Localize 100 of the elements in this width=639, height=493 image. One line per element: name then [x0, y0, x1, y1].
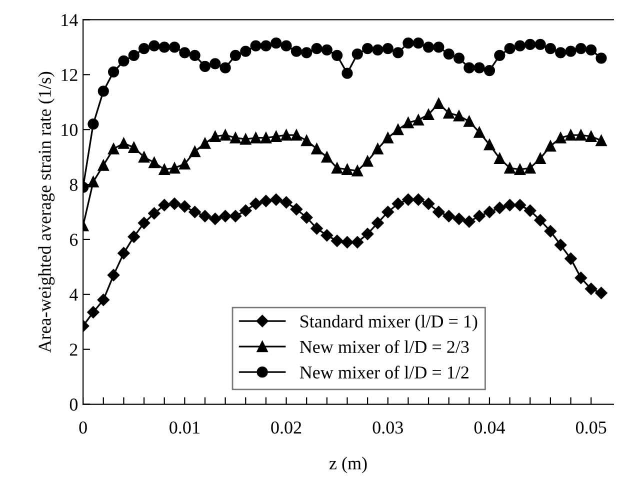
point: [118, 55, 130, 66]
point: [453, 52, 465, 64]
point: [464, 62, 475, 74]
point: [453, 110, 465, 122]
point: [220, 130, 231, 141]
point: [210, 58, 221, 70]
point: [250, 198, 262, 210]
x-tick-label: 0.04: [474, 421, 505, 434]
point: [158, 199, 170, 212]
point: [443, 48, 454, 60]
point: [270, 194, 282, 206]
point: [260, 132, 272, 144]
point: [484, 139, 496, 150]
point: [199, 138, 211, 149]
point: [452, 212, 466, 225]
point: [463, 216, 476, 228]
point: [565, 130, 576, 141]
point: [280, 40, 292, 52]
point: [586, 44, 597, 56]
point: [372, 216, 384, 230]
point: [392, 198, 404, 210]
point: [575, 43, 586, 54]
point: [330, 234, 344, 247]
point: [108, 66, 120, 78]
point: [138, 216, 150, 230]
point: [422, 198, 435, 210]
point: [198, 210, 212, 222]
point: [432, 206, 445, 218]
point: [352, 48, 363, 60]
point: [301, 47, 312, 58]
point: [595, 286, 608, 300]
point: [189, 146, 200, 158]
point: [107, 269, 120, 282]
point: [544, 225, 557, 238]
point: [574, 272, 588, 284]
point: [158, 42, 170, 53]
point: [168, 198, 181, 210]
point: [118, 138, 130, 149]
point: [514, 40, 526, 52]
point: [189, 50, 200, 61]
point: [98, 160, 109, 171]
point: [494, 50, 506, 61]
point: [148, 207, 160, 220]
point: [382, 132, 394, 144]
point: [311, 43, 322, 54]
point: [108, 143, 120, 154]
point: [310, 222, 323, 235]
point: [433, 98, 444, 110]
point: [534, 214, 546, 226]
point: [168, 162, 180, 174]
point: [392, 124, 404, 136]
point: [596, 135, 607, 146]
point: [382, 206, 394, 218]
point: [290, 130, 302, 141]
point: [555, 132, 566, 144]
legend-label: New mixer of l/D = 1/2: [300, 366, 468, 379]
point: [586, 130, 597, 142]
point: [474, 62, 485, 74]
point: [128, 142, 140, 153]
point: [412, 194, 424, 206]
point: [402, 38, 414, 49]
point: [372, 143, 384, 154]
point: [464, 116, 475, 127]
point: [250, 40, 262, 52]
point: [362, 43, 374, 54]
point: [392, 47, 404, 58]
point: [473, 210, 486, 222]
point: [138, 152, 150, 163]
point: [128, 230, 140, 243]
point: [220, 62, 231, 74]
point: [524, 38, 536, 50]
x-tick-label: 0.05: [576, 421, 606, 434]
point: [270, 38, 282, 49]
y-tick-label: 6: [70, 234, 78, 246]
point: [88, 118, 99, 130]
point: [240, 204, 252, 217]
point: [321, 152, 332, 163]
point: [240, 46, 252, 57]
point: [524, 204, 536, 217]
point: [148, 40, 160, 52]
point: [87, 306, 100, 318]
x-tick-label: 0.01: [170, 421, 200, 434]
point: [301, 135, 312, 146]
point: [250, 132, 262, 144]
y-tick-label: 8: [70, 178, 78, 191]
point: [148, 156, 160, 168]
y-tick-label: 12: [62, 68, 78, 81]
point: [504, 199, 516, 212]
point: [230, 50, 242, 61]
point: [260, 40, 272, 52]
point: [544, 140, 556, 152]
point: [128, 50, 140, 61]
point: [178, 200, 191, 213]
point: [382, 43, 394, 54]
point: [260, 194, 272, 208]
point: [433, 42, 444, 53]
point: [596, 52, 607, 64]
point: [555, 47, 566, 58]
point: [504, 162, 516, 174]
point: [199, 60, 211, 72]
